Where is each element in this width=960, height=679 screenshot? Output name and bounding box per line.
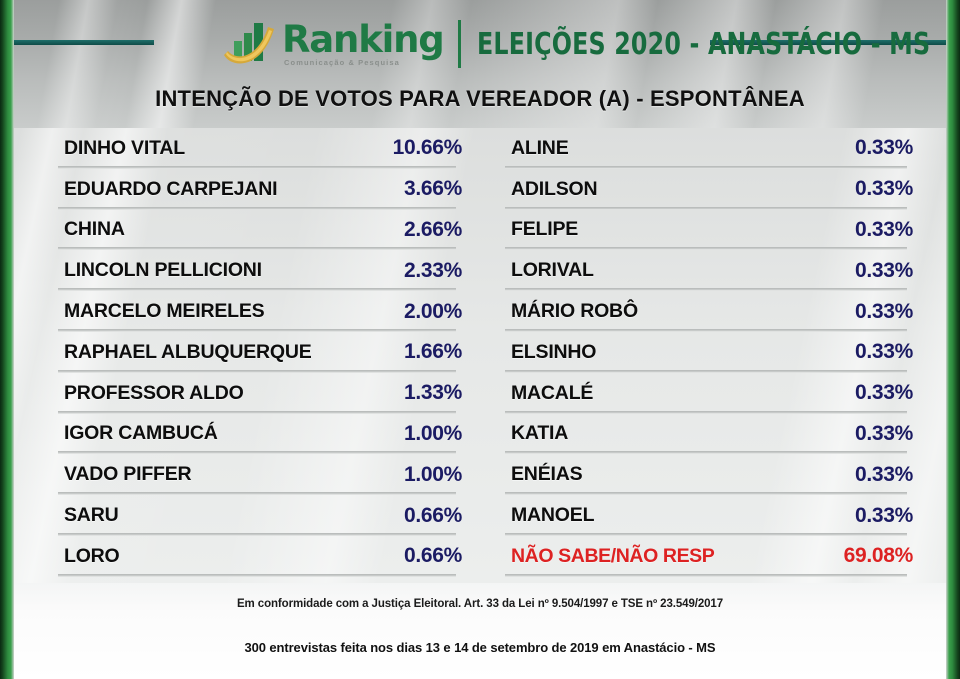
candidate-name: ADILSON <box>511 177 598 200</box>
candidate-name: SARU <box>64 504 119 527</box>
table-row: ELSINHO 0.33% <box>505 332 917 373</box>
candidate-percentage: 10.66% <box>392 136 463 160</box>
candidate-name: EDUARDO CARPEJANI <box>64 177 278 200</box>
candidate-name: RAPHAEL ALBUQUERQUE <box>64 340 312 363</box>
table-row: RAPHAEL ALBUQUERQUE 1.66% <box>58 332 466 373</box>
footer: Em conformidade com a Justiça Eleitoral.… <box>0 583 960 679</box>
table-row: MARCELO MEIRELES 2.00% <box>58 291 466 332</box>
frame-edge-left <box>0 0 14 679</box>
candidate-name: ENÉIAS <box>511 463 583 486</box>
candidate-percentage: 0.33% <box>854 462 913 486</box>
table-row: KATIA 0.33% <box>505 414 917 455</box>
header-rule-right <box>710 40 946 45</box>
candidate-percentage: 0.33% <box>854 421 913 445</box>
candidate-percentage: 0.66% <box>403 503 462 527</box>
brand-tagline: Comunicação & Pesquisa <box>284 58 400 68</box>
candidate-name: PROFESSOR ALDO <box>64 381 244 404</box>
header-rule-left <box>14 40 154 45</box>
results-column-right: ALINE 0.33% ADILSON 0.33% FELIPE 0.33% LORIVAL… <box>505 128 917 577</box>
candidate-name: NÃO SABE/NÃO RESP <box>511 544 715 567</box>
table-row: DINHO VITAL 10.66% <box>58 128 466 169</box>
candidate-percentage: 0.33% <box>854 258 913 282</box>
table-row: ALINE 0.33% <box>505 128 917 169</box>
logo-divider <box>457 20 461 68</box>
candidate-name: MÁRIO ROBÔ <box>511 300 638 323</box>
results-table: DINHO VITAL 10.66% EDUARDO CARPEJANI 3.66% C… <box>0 128 960 583</box>
candidate-name: ELSINHO <box>511 340 597 363</box>
compliance-note: Em conformidade com a Justiça Eleitoral.… <box>236 598 724 610</box>
table-row: IGOR CAMBUCÁ 1.00% <box>58 414 466 455</box>
candidate-percentage: 0.33% <box>854 136 913 160</box>
candidate-percentage: 1.00% <box>403 421 462 445</box>
candidate-percentage: 0.33% <box>854 503 913 527</box>
results-column-left: DINHO VITAL 10.66% EDUARDO CARPEJANI 3.66% C… <box>58 128 466 577</box>
bar-chart-swoosh-icon <box>222 19 278 69</box>
table-row: FELIPE 0.33% <box>505 210 917 251</box>
table-row: MACALÉ 0.33% <box>505 373 917 414</box>
candidate-percentage: 1.00% <box>403 462 462 486</box>
brand-logo: Ranking Comunicação & Pesquisa ELEIÇÕES … <box>222 14 960 74</box>
candidate-name: MARCELO MEIRELES <box>64 300 265 323</box>
candidate-percentage: 69.08% <box>843 544 914 568</box>
election-headline: ELEIÇÕES 2020 - ANASTÁCIO - MS <box>476 26 930 62</box>
table-row: ENÉIAS 0.33% <box>505 454 917 495</box>
candidate-name: FELIPE <box>511 218 579 241</box>
candidate-name: LINCOLN PELLICIONI <box>64 259 262 282</box>
candidate-name: MACALÉ <box>511 381 594 404</box>
table-row: CHINA 2.66% <box>58 210 466 251</box>
candidate-percentage: 2.00% <box>403 299 462 323</box>
table-row: ADILSON 0.33% <box>505 169 917 210</box>
table-row: MÁRIO ROBÔ 0.33% <box>505 291 917 332</box>
header-band <box>0 0 960 128</box>
candidate-percentage: 2.66% <box>403 217 462 241</box>
candidate-percentage: 0.33% <box>854 381 913 405</box>
table-row: NÃO SABE/NÃO RESP 69.08% <box>505 536 917 577</box>
table-row: SARU 0.66% <box>58 495 466 536</box>
page-title: INTENÇÃO DE VOTOS PARA VEREADOR (A) - ES… <box>155 86 805 111</box>
candidate-name: KATIA <box>511 422 569 445</box>
candidate-name: LORO <box>64 544 120 567</box>
table-row: LINCOLN PELLICIONI 2.33% <box>58 250 466 291</box>
candidate-percentage: 0.33% <box>854 177 913 201</box>
table-row: PROFESSOR ALDO 1.33% <box>58 373 466 414</box>
candidate-name: CHINA <box>64 218 125 241</box>
candidate-percentage: 3.66% <box>403 177 462 201</box>
table-row: LORO 0.66% <box>58 536 466 577</box>
table-row: VADO PIFFER 1.00% <box>58 454 466 495</box>
candidate-percentage: 0.66% <box>403 544 462 568</box>
candidate-percentage: 0.33% <box>854 217 913 241</box>
candidate-percentage: 0.33% <box>854 340 913 364</box>
candidate-name: MANOEL <box>511 504 595 527</box>
table-row: EDUARDO CARPEJANI 3.66% <box>58 169 466 210</box>
table-row: LORIVAL 0.33% <box>505 250 917 291</box>
candidate-name: IGOR CAMBUCÁ <box>64 422 218 445</box>
candidate-name: DINHO VITAL <box>64 136 185 159</box>
frame-edge-right <box>946 0 960 679</box>
sample-note: 300 entrevistas feita nos dias 13 e 14 d… <box>244 640 716 655</box>
candidate-percentage: 1.33% <box>403 381 462 405</box>
candidate-name: VADO PIFFER <box>64 463 192 486</box>
candidate-percentage: 2.33% <box>403 258 462 282</box>
candidate-percentage: 1.66% <box>403 340 462 364</box>
candidate-name: LORIVAL <box>511 259 594 282</box>
candidate-percentage: 0.33% <box>854 299 913 323</box>
brand-name: Ranking <box>282 18 445 62</box>
table-row: MANOEL 0.33% <box>505 495 917 536</box>
candidate-name: ALINE <box>511 136 569 159</box>
